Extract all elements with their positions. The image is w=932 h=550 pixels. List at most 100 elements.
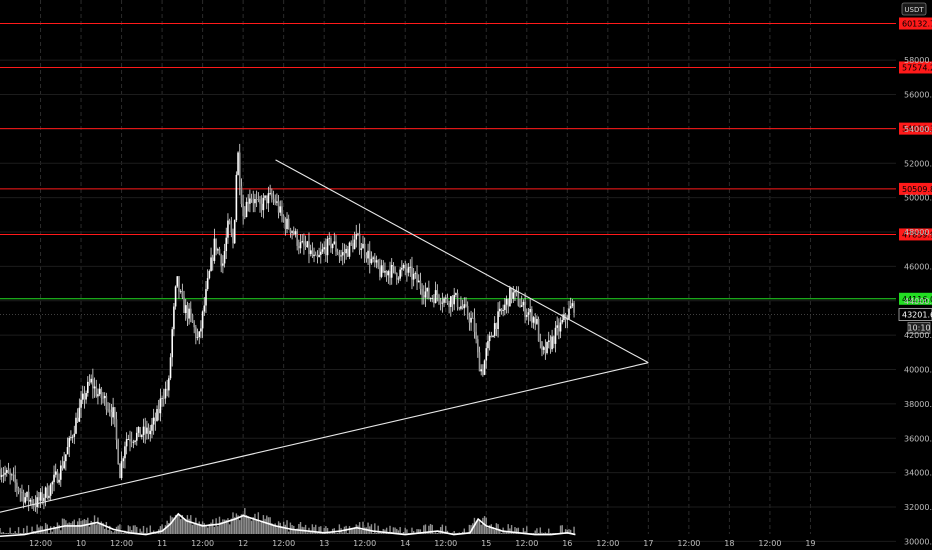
volume-bar (73, 519, 75, 534)
candle-body (98, 388, 101, 395)
candle-body (325, 247, 327, 256)
candle-body (463, 304, 466, 309)
volume-bar (235, 513, 238, 534)
volume-bar (223, 519, 226, 534)
resistance-level-label: 57574.2 (902, 63, 932, 72)
volume-bar (39, 526, 42, 534)
price-tick-label: 42000.0 (904, 331, 932, 340)
currency-badge[interactable]: USDT (901, 2, 927, 16)
candle-body (370, 258, 373, 264)
volume-bar (71, 521, 74, 534)
candle-body (255, 199, 258, 200)
candle-body (198, 331, 201, 338)
candle-body (357, 233, 359, 235)
candle-body (306, 241, 309, 247)
candle-body (547, 340, 550, 342)
volume-bar (443, 533, 445, 534)
candle-body (16, 482, 18, 489)
volume-bar (179, 519, 182, 534)
volume-bar (107, 529, 109, 534)
candle-body (374, 257, 376, 263)
candle-body (365, 255, 368, 259)
volume-bar (355, 524, 357, 534)
trendline-lower[interactable] (0, 362, 649, 513)
candle-body (531, 308, 533, 323)
volume-bar (451, 532, 454, 534)
candle-body (107, 409, 109, 411)
volume-bar (357, 525, 359, 534)
candle-body (465, 304, 467, 307)
candle-body (347, 248, 349, 257)
candle-body (509, 287, 511, 307)
candle-body (206, 278, 209, 290)
candle-body (566, 318, 569, 320)
candle-body (26, 491, 28, 498)
volume-bar (60, 530, 62, 534)
volume-bar (129, 526, 131, 534)
candle-body (478, 352, 481, 372)
resistance-level-badge (899, 61, 932, 74)
volume-bar (19, 533, 21, 534)
candle-body (259, 199, 261, 204)
volume-bar (385, 527, 388, 534)
volume-bar (70, 523, 72, 534)
candle-body (124, 446, 126, 459)
trendlines[interactable] (0, 159, 649, 513)
volume-bar (372, 533, 374, 534)
candle-body (134, 440, 136, 442)
trendline-upper[interactable] (275, 159, 649, 364)
volume-bar (534, 530, 536, 534)
price-tick-label: 58000.0 (904, 56, 932, 65)
candle-body (433, 298, 435, 304)
candle-body (546, 341, 548, 354)
volume-bar (161, 524, 163, 534)
candle-body (70, 437, 72, 439)
volume-bar (306, 532, 308, 534)
candle-body (152, 417, 155, 425)
candle-body (54, 471, 57, 475)
candle-body (286, 218, 288, 230)
volume-bar (24, 532, 27, 534)
candle-body (24, 497, 27, 503)
volume-bar (228, 524, 231, 534)
candle-body (421, 288, 423, 296)
candle-body (277, 201, 280, 213)
volume-bar (362, 521, 364, 534)
candle-body (162, 398, 165, 399)
volume-bar (311, 524, 314, 534)
time-axis[interactable]: 12:00 10 12:00 11 12:00 12 12:00 13 12:00 14 12:00… (29, 539, 816, 548)
volume-bar (48, 532, 50, 534)
candle-body (448, 303, 450, 307)
candle-body (195, 327, 197, 338)
last-price-label: 43201.6 (902, 311, 932, 320)
candle-body (14, 474, 16, 483)
volume-bar (566, 529, 569, 534)
candle-body (110, 412, 113, 418)
price-tick-label: 34000.0 (904, 469, 932, 478)
volume-bar (44, 522, 47, 534)
volume-bar (114, 531, 116, 534)
volume-bar (76, 521, 79, 534)
candle-body (525, 314, 528, 317)
volume-bar (93, 515, 96, 534)
candle-body (512, 292, 515, 299)
price-axis[interactable]: 30000.0 32000.0 34000.0 36000.0 38000.0 40000… (904, 56, 932, 546)
candles (0, 143, 575, 514)
candle-body (314, 254, 317, 256)
volume-bar (130, 530, 133, 534)
candle-body (424, 291, 427, 298)
candle-body (350, 242, 352, 244)
volume-bar (65, 520, 67, 534)
candle-body (335, 241, 337, 252)
candle-body (193, 322, 195, 328)
candle-body (176, 276, 179, 287)
volume-bar (16, 533, 18, 534)
candle-body (298, 245, 300, 249)
candle-body (5, 470, 8, 473)
candle-body (485, 348, 488, 361)
candle-body (211, 257, 214, 261)
volume-bar (75, 525, 77, 534)
candle-body (390, 264, 393, 278)
candle-body (368, 250, 371, 264)
